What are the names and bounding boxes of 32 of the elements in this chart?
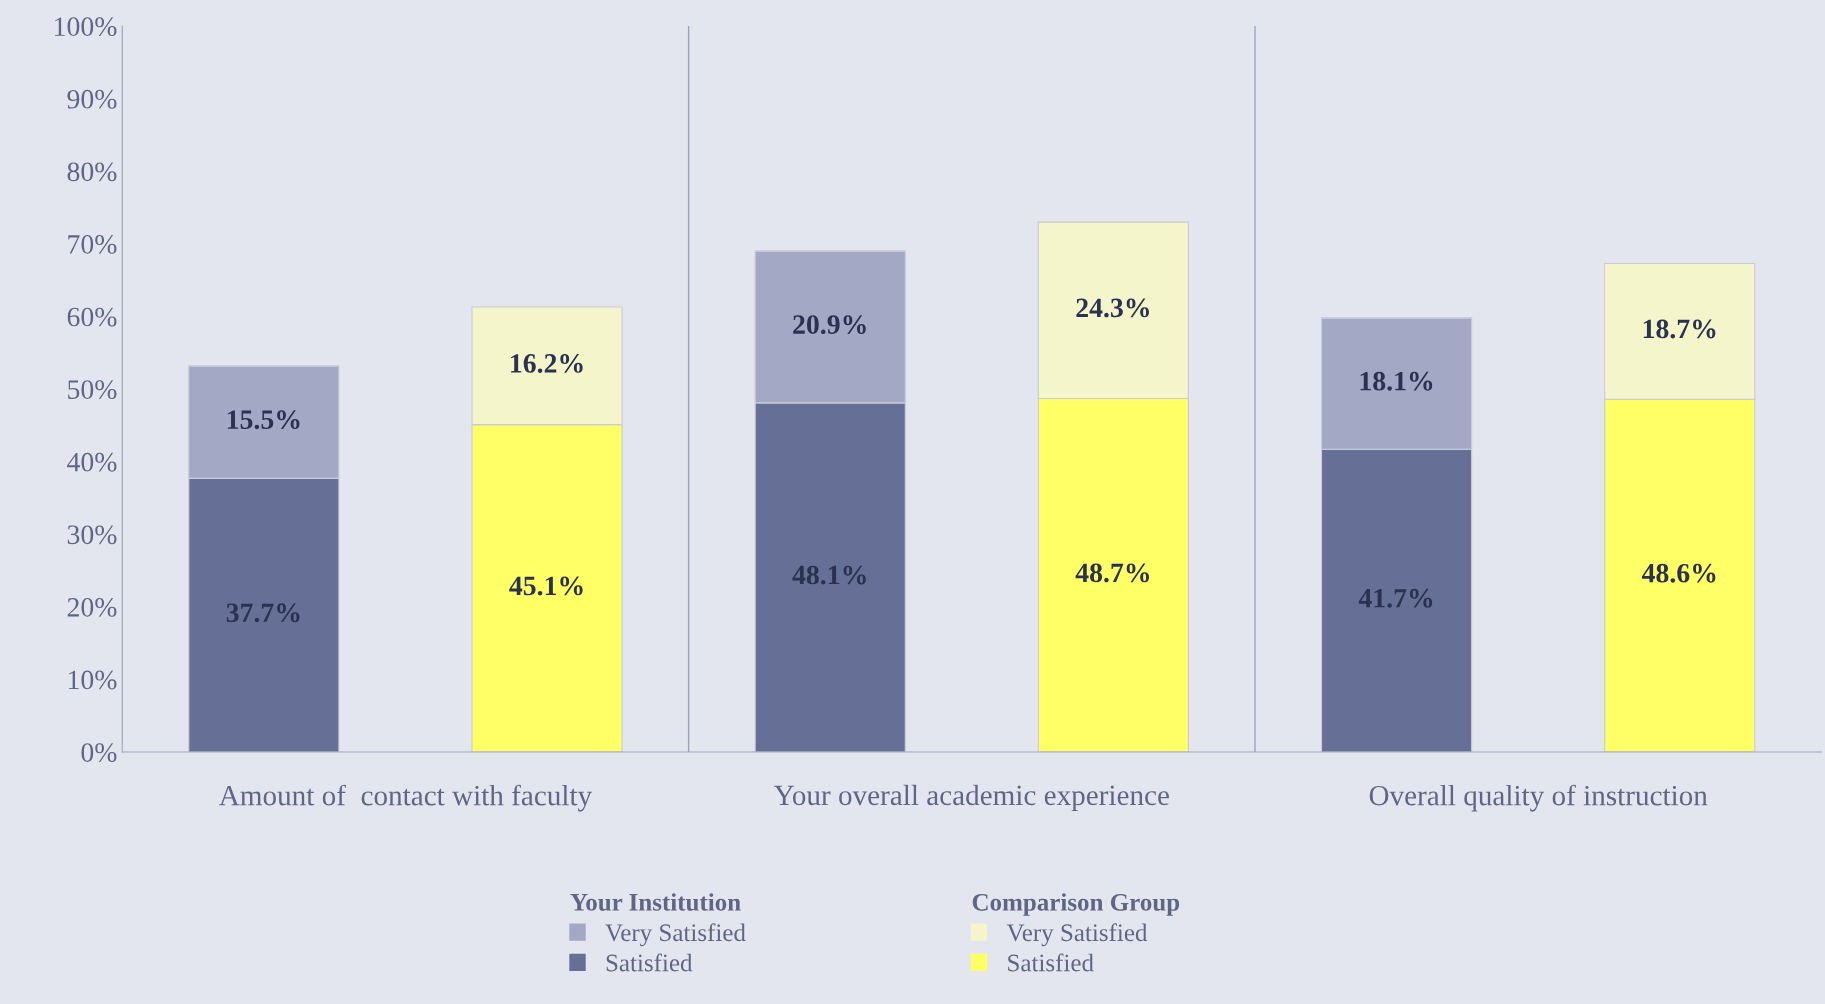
y-tick-label: 90% bbox=[67, 89, 117, 109]
data-label: 20.9% bbox=[793, 315, 866, 335]
legend-label: Very Satisfied bbox=[1006, 923, 1148, 947]
text: Comparison Group bbox=[972, 893, 1180, 916]
data-label: 18.1% bbox=[1360, 371, 1433, 391]
data-label: 37.7% bbox=[226, 603, 300, 623]
text: Overall quality of instruction bbox=[1369, 784, 1708, 812]
data-label: 15.5% bbox=[227, 410, 300, 430]
data-label: 16.2% bbox=[511, 354, 583, 373]
y-tick-label: 100% bbox=[55, 17, 117, 37]
data-label: 48.6% bbox=[1641, 563, 1716, 583]
data-label: 24.3% bbox=[1076, 298, 1149, 318]
data-label: 48.1% bbox=[792, 565, 866, 585]
data-label: 45.1% bbox=[509, 576, 583, 596]
y-tick-label: 80% bbox=[67, 162, 117, 182]
y-tick-label: 60% bbox=[67, 307, 117, 327]
legend-label: Satisfied bbox=[606, 953, 693, 972]
legend-label: Satisfied bbox=[1008, 953, 1094, 972]
y-tick-label: 70% bbox=[68, 235, 117, 254]
data-label: 18.7% bbox=[1643, 319, 1716, 339]
y-tick-label: 40% bbox=[67, 452, 117, 472]
y-tick-label: 30% bbox=[67, 525, 117, 545]
y-tick-label: 10% bbox=[68, 670, 117, 690]
text: Your Institution bbox=[570, 893, 741, 911]
text: Amount of contact with faculty bbox=[219, 784, 593, 812]
text: Your overall academic experience bbox=[774, 784, 1169, 812]
y-tick-label: 0% bbox=[81, 743, 117, 762]
legend-label: Very Satisfied bbox=[605, 923, 746, 947]
data-label: 48.7% bbox=[1075, 563, 1149, 583]
y-tick-label: 50% bbox=[68, 380, 117, 400]
data-label: 41.7% bbox=[1358, 588, 1433, 608]
y-tick-label: 20% bbox=[67, 597, 117, 617]
